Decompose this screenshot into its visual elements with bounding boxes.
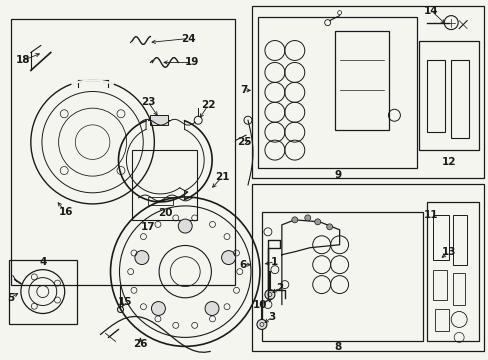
Bar	[9, 260, 77, 324]
Bar	[434, 310, 448, 332]
Text: 8: 8	[333, 342, 341, 352]
Text: 16: 16	[59, 207, 73, 217]
Text: 14: 14	[423, 6, 438, 15]
Circle shape	[204, 302, 219, 315]
Bar	[132, 150, 197, 220]
Text: 1: 1	[271, 257, 278, 267]
Text: 21: 21	[214, 172, 229, 182]
Text: 4: 4	[39, 257, 46, 267]
Bar	[148, 197, 173, 205]
Text: 18: 18	[16, 55, 30, 66]
Circle shape	[264, 289, 274, 300]
Text: 24: 24	[181, 33, 195, 44]
Bar	[452, 273, 464, 305]
Circle shape	[135, 251, 148, 265]
Text: 6: 6	[239, 260, 246, 270]
Bar	[432, 215, 448, 260]
Bar	[251, 184, 483, 351]
Text: 13: 13	[441, 247, 455, 257]
Circle shape	[256, 319, 266, 329]
Text: 17: 17	[141, 222, 155, 232]
Text: 3: 3	[268, 312, 275, 323]
Text: 23: 23	[141, 97, 155, 107]
Circle shape	[151, 302, 165, 315]
Text: 15: 15	[118, 297, 132, 306]
Text: 25: 25	[236, 137, 251, 147]
Bar	[450, 60, 468, 138]
Text: 22: 22	[201, 100, 215, 110]
Bar	[258, 17, 416, 168]
Text: 10: 10	[252, 300, 266, 310]
Text: 7: 7	[240, 85, 247, 95]
Bar	[11, 19, 235, 285]
Bar	[427, 202, 478, 341]
Bar	[419, 41, 478, 150]
Bar	[262, 212, 423, 341]
Circle shape	[314, 219, 320, 225]
Circle shape	[291, 217, 297, 223]
Circle shape	[221, 251, 235, 265]
Text: 12: 12	[441, 157, 455, 167]
Bar	[432, 270, 447, 300]
Circle shape	[326, 224, 332, 230]
Text: 26: 26	[133, 339, 147, 349]
Bar	[334, 31, 388, 130]
Bar	[150, 115, 168, 125]
Text: 2: 2	[276, 283, 283, 293]
Bar	[251, 6, 483, 178]
Circle shape	[304, 215, 310, 221]
Text: 9: 9	[333, 170, 341, 180]
Bar	[427, 60, 444, 132]
Text: 11: 11	[423, 210, 438, 220]
Circle shape	[178, 219, 192, 233]
Text: 20: 20	[158, 208, 172, 218]
Bar	[452, 215, 466, 265]
Text: 5: 5	[7, 293, 15, 302]
Text: 19: 19	[184, 58, 199, 67]
